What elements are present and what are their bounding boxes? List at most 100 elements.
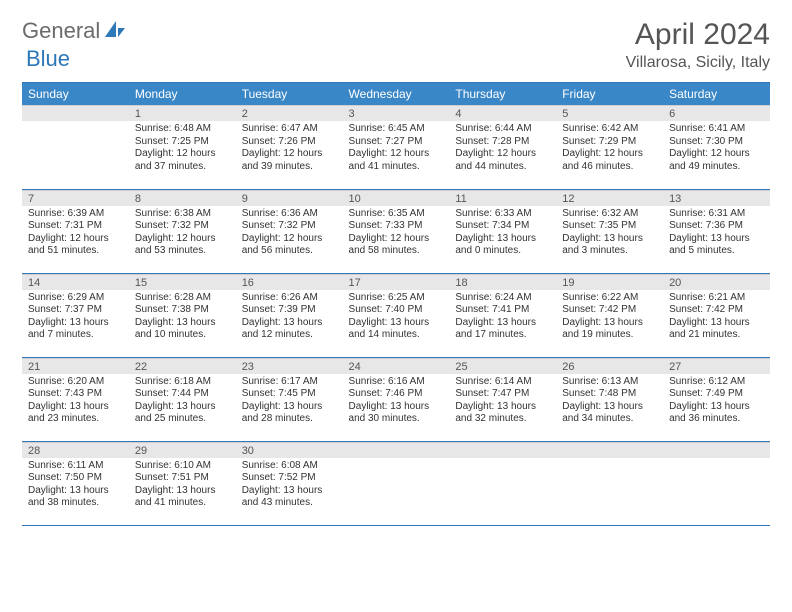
cell-line: and 7 minutes.	[28, 329, 123, 342]
cell-body: Sunrise: 6:33 AMSunset: 7:34 PMDaylight:…	[449, 206, 556, 262]
cell-line: and 34 minutes.	[562, 413, 657, 426]
cell-body: Sunrise: 6:45 AMSunset: 7:27 PMDaylight:…	[343, 121, 450, 177]
cell-line: and 39 minutes.	[242, 161, 337, 174]
calendar-cell: 11Sunrise: 6:33 AMSunset: 7:34 PMDayligh…	[449, 189, 556, 273]
cell-line: and 3 minutes.	[562, 245, 657, 258]
cell-line: Sunset: 7:41 PM	[455, 304, 550, 317]
weekday-header: Tuesday	[236, 83, 343, 105]
cell-line: and 37 minutes.	[135, 161, 230, 174]
day-number: 22	[129, 358, 236, 374]
day-number: 6	[663, 105, 770, 121]
cell-body: Sunrise: 6:17 AMSunset: 7:45 PMDaylight:…	[236, 374, 343, 430]
day-number: 19	[556, 274, 663, 290]
cell-line: and 49 minutes.	[669, 161, 764, 174]
cell-line: and 30 minutes.	[349, 413, 444, 426]
calendar-row: 7Sunrise: 6:39 AMSunset: 7:31 PMDaylight…	[22, 189, 770, 273]
cell-line: and 19 minutes.	[562, 329, 657, 342]
location: Villarosa, Sicily, Italy	[626, 54, 770, 72]
cell-line: and 5 minutes.	[669, 245, 764, 258]
cell-body: Sunrise: 6:48 AMSunset: 7:25 PMDaylight:…	[129, 121, 236, 177]
cell-line: Daylight: 12 hours	[349, 148, 444, 161]
cell-line: and 58 minutes.	[349, 245, 444, 258]
cell-body: Sunrise: 6:20 AMSunset: 7:43 PMDaylight:…	[22, 374, 129, 430]
day-number	[22, 105, 129, 121]
day-number: 23	[236, 358, 343, 374]
cell-line: Sunset: 7:38 PM	[135, 304, 230, 317]
day-number: 12	[556, 190, 663, 206]
cell-line: Sunset: 7:51 PM	[135, 472, 230, 485]
cell-line: Sunrise: 6:38 AM	[135, 208, 230, 221]
cell-body: Sunrise: 6:13 AMSunset: 7:48 PMDaylight:…	[556, 374, 663, 430]
day-number: 17	[343, 274, 450, 290]
cell-line: Daylight: 13 hours	[349, 317, 444, 330]
cell-body: Sunrise: 6:28 AMSunset: 7:38 PMDaylight:…	[129, 290, 236, 346]
cell-line: Daylight: 12 hours	[135, 233, 230, 246]
weekday-header: Monday	[129, 83, 236, 105]
cell-body: Sunrise: 6:44 AMSunset: 7:28 PMDaylight:…	[449, 121, 556, 177]
calendar-cell: 22Sunrise: 6:18 AMSunset: 7:44 PMDayligh…	[129, 357, 236, 441]
cell-line: Sunrise: 6:31 AM	[669, 208, 764, 221]
cell-line: Sunset: 7:46 PM	[349, 388, 444, 401]
cell-line: and 21 minutes.	[669, 329, 764, 342]
cell-line: Sunrise: 6:41 AM	[669, 123, 764, 136]
day-number	[663, 442, 770, 458]
cell-line: and 41 minutes.	[135, 497, 230, 510]
cell-line: Sunset: 7:34 PM	[455, 220, 550, 233]
cell-line: Daylight: 12 hours	[669, 148, 764, 161]
cell-line: Sunset: 7:39 PM	[242, 304, 337, 317]
day-number: 26	[556, 358, 663, 374]
calendar-cell: 13Sunrise: 6:31 AMSunset: 7:36 PMDayligh…	[663, 189, 770, 273]
cell-line: Sunrise: 6:20 AM	[28, 376, 123, 389]
cell-line: and 43 minutes.	[242, 497, 337, 510]
calendar-cell: 30Sunrise: 6:08 AMSunset: 7:52 PMDayligh…	[236, 441, 343, 525]
cell-line: Sunrise: 6:29 AM	[28, 292, 123, 305]
cell-line: and 51 minutes.	[28, 245, 123, 258]
cell-line: Daylight: 13 hours	[28, 485, 123, 498]
calendar-cell	[663, 441, 770, 525]
calendar-cell: 1Sunrise: 6:48 AMSunset: 7:25 PMDaylight…	[129, 105, 236, 189]
weekday-header: Saturday	[663, 83, 770, 105]
day-number: 7	[22, 190, 129, 206]
cell-line: and 10 minutes.	[135, 329, 230, 342]
day-number: 13	[663, 190, 770, 206]
cell-line: and 17 minutes.	[455, 329, 550, 342]
cell-line: and 38 minutes.	[28, 497, 123, 510]
calendar-cell: 12Sunrise: 6:32 AMSunset: 7:35 PMDayligh…	[556, 189, 663, 273]
cell-line: Sunrise: 6:42 AM	[562, 123, 657, 136]
cell-line: Daylight: 12 hours	[455, 148, 550, 161]
cell-body: Sunrise: 6:16 AMSunset: 7:46 PMDaylight:…	[343, 374, 450, 430]
calendar-cell: 28Sunrise: 6:11 AMSunset: 7:50 PMDayligh…	[22, 441, 129, 525]
cell-line: Sunrise: 6:11 AM	[28, 460, 123, 473]
cell-line: and 44 minutes.	[455, 161, 550, 174]
cell-line: Sunset: 7:28 PM	[455, 136, 550, 149]
cell-line: Daylight: 12 hours	[349, 233, 444, 246]
cell-line: Daylight: 13 hours	[669, 401, 764, 414]
cell-line: Sunrise: 6:25 AM	[349, 292, 444, 305]
sail-icon	[103, 19, 127, 44]
day-number: 11	[449, 190, 556, 206]
cell-line: and 46 minutes.	[562, 161, 657, 174]
cell-body: Sunrise: 6:14 AMSunset: 7:47 PMDaylight:…	[449, 374, 556, 430]
cell-line: Sunrise: 6:47 AM	[242, 123, 337, 136]
day-number: 25	[449, 358, 556, 374]
day-number: 10	[343, 190, 450, 206]
cell-line: Sunrise: 6:39 AM	[28, 208, 123, 221]
cell-body: Sunrise: 6:42 AMSunset: 7:29 PMDaylight:…	[556, 121, 663, 177]
cell-line: Daylight: 12 hours	[135, 148, 230, 161]
cell-body: Sunrise: 6:18 AMSunset: 7:44 PMDaylight:…	[129, 374, 236, 430]
cell-line: Daylight: 13 hours	[242, 317, 337, 330]
calendar-cell: 29Sunrise: 6:10 AMSunset: 7:51 PMDayligh…	[129, 441, 236, 525]
cell-line: and 41 minutes.	[349, 161, 444, 174]
cell-line: Sunset: 7:48 PM	[562, 388, 657, 401]
day-number: 16	[236, 274, 343, 290]
cell-line: Sunrise: 6:28 AM	[135, 292, 230, 305]
cell-body	[556, 458, 663, 464]
cell-line: Sunrise: 6:14 AM	[455, 376, 550, 389]
cell-line: Sunset: 7:30 PM	[669, 136, 764, 149]
cell-body: Sunrise: 6:32 AMSunset: 7:35 PMDaylight:…	[556, 206, 663, 262]
cell-body: Sunrise: 6:21 AMSunset: 7:42 PMDaylight:…	[663, 290, 770, 346]
cell-line: Daylight: 13 hours	[135, 401, 230, 414]
calendar-cell: 3Sunrise: 6:45 AMSunset: 7:27 PMDaylight…	[343, 105, 450, 189]
cell-body: Sunrise: 6:26 AMSunset: 7:39 PMDaylight:…	[236, 290, 343, 346]
cell-body: Sunrise: 6:25 AMSunset: 7:40 PMDaylight:…	[343, 290, 450, 346]
